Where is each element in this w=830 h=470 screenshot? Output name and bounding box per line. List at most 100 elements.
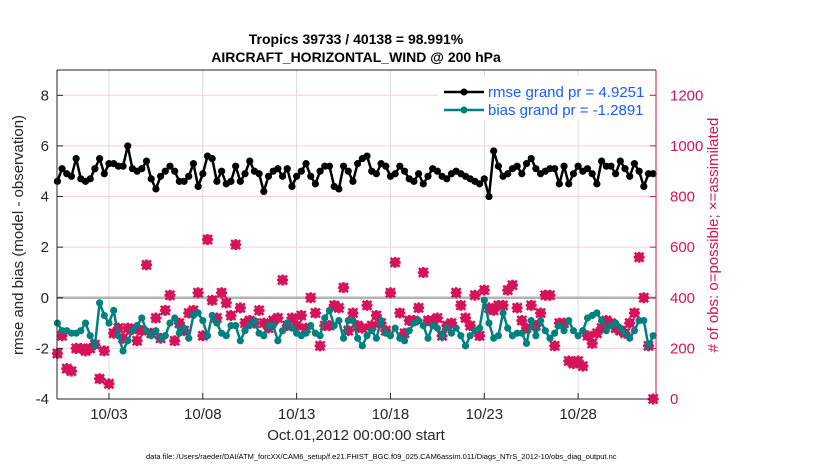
bias-point bbox=[349, 316, 357, 325]
bias-point bbox=[222, 332, 230, 340]
rmse-point bbox=[208, 154, 216, 163]
obs-assimilated-point bbox=[600, 315, 612, 327]
bias-point bbox=[194, 309, 202, 317]
obs-assimilated-point bbox=[267, 315, 279, 327]
rmse-point bbox=[588, 170, 596, 178]
obs-assimilated-point bbox=[586, 337, 598, 349]
obs-assimilated-point bbox=[230, 239, 242, 251]
bias-point bbox=[565, 316, 573, 325]
obs-assimilated-point bbox=[159, 304, 171, 316]
bias-point bbox=[147, 332, 155, 340]
bias-point bbox=[171, 314, 179, 322]
rmse-point bbox=[189, 160, 198, 168]
obs-assimilated-point bbox=[197, 330, 209, 342]
bias-point bbox=[386, 332, 395, 340]
obs-assimilated-point bbox=[633, 251, 645, 263]
y-axis-label: rmse and bias (model - observation) bbox=[10, 115, 27, 355]
bias-point bbox=[616, 324, 624, 332]
bias-point bbox=[81, 319, 90, 327]
legend-rmse-marker bbox=[460, 88, 468, 96]
bias-point bbox=[269, 322, 277, 330]
bias-point bbox=[579, 327, 587, 335]
bias-point bbox=[142, 327, 151, 335]
obs-assimilated-point bbox=[370, 309, 382, 321]
obs-assimilated-point bbox=[469, 289, 481, 301]
rmse-point bbox=[527, 154, 535, 163]
bias-point bbox=[105, 319, 113, 327]
obs-assimilated-point bbox=[108, 327, 120, 339]
rmse-point bbox=[171, 167, 179, 175]
bias-point bbox=[377, 316, 385, 325]
legend: rmse grand pr = 4.9251 bias grand pr = -… bbox=[438, 76, 650, 120]
obs-assimilated-point bbox=[591, 327, 603, 339]
bias-point bbox=[457, 332, 465, 340]
bias-point bbox=[461, 342, 470, 350]
rmse-point bbox=[278, 172, 287, 180]
obs-assimilated-point bbox=[328, 299, 340, 311]
obs-assimilated-point bbox=[347, 307, 359, 319]
ticks: 10/03 10/08 10/13 10/18 10/23 10/28-4-2024680… bbox=[36, 87, 704, 423]
rmse-point bbox=[264, 172, 273, 180]
obs-assimilated-point bbox=[314, 340, 326, 352]
obs-assimilated-point bbox=[356, 322, 368, 334]
bias-point bbox=[91, 342, 99, 350]
rmse-point bbox=[142, 157, 151, 165]
chart-title-line1: Tropics 39733 / 40138 = 98.991% bbox=[249, 31, 464, 47]
obs-assimilated-point bbox=[450, 287, 462, 299]
bias-point bbox=[185, 334, 193, 342]
bias-point bbox=[485, 319, 493, 327]
bias-point bbox=[138, 314, 146, 322]
bias-point bbox=[199, 316, 207, 325]
legend-bias-label: bias grand pr = -1.2891 bbox=[488, 102, 644, 119]
obs-assimilated-point bbox=[286, 312, 298, 324]
bias-point bbox=[480, 296, 488, 304]
obs-assimilated-point bbox=[244, 315, 256, 327]
obs-assimilated-point bbox=[389, 256, 401, 268]
rmse-point bbox=[227, 177, 235, 185]
obs-assimilated-point bbox=[291, 320, 303, 332]
rmse-point bbox=[180, 177, 188, 185]
rmse-point bbox=[95, 154, 104, 163]
bias-point bbox=[372, 334, 380, 342]
obs-assimilated-point bbox=[567, 358, 579, 370]
bias-point bbox=[307, 322, 315, 330]
rmse-point bbox=[213, 177, 221, 185]
rmse-point bbox=[583, 165, 592, 173]
obs-assimilated-point bbox=[192, 287, 204, 299]
obs-assimilated-point bbox=[234, 302, 246, 314]
rmse-point bbox=[86, 175, 94, 183]
bias-point bbox=[630, 327, 639, 335]
obs-assimilated-point bbox=[94, 373, 106, 385]
obs-assimilated-point bbox=[202, 234, 214, 246]
obs-assimilated-point bbox=[117, 332, 129, 344]
obs-assimilated-point bbox=[445, 317, 457, 329]
obs-assimilated-point bbox=[173, 317, 185, 329]
obs-assimilated-point bbox=[272, 312, 284, 324]
obs-assimilated-point bbox=[399, 327, 411, 339]
rmse-point bbox=[260, 187, 268, 196]
rmse-point bbox=[194, 182, 202, 191]
bias-point bbox=[250, 316, 259, 325]
rmse-point bbox=[100, 170, 108, 178]
bias-point bbox=[77, 327, 85, 335]
y-tick-label: 8 bbox=[41, 87, 49, 104]
obs-assimilated-point bbox=[460, 312, 472, 324]
rmse-point bbox=[152, 185, 160, 193]
rmse-point bbox=[274, 165, 282, 173]
bias-point bbox=[640, 316, 648, 325]
rmse-point bbox=[504, 170, 512, 178]
bias-point bbox=[213, 319, 221, 327]
obs-assimilated-point bbox=[211, 312, 223, 324]
rmse-point bbox=[119, 162, 127, 170]
obs-assimilated-point bbox=[577, 360, 589, 372]
bias-point bbox=[541, 327, 549, 335]
bias-point bbox=[133, 322, 141, 330]
bias-point bbox=[626, 334, 634, 342]
bias-point bbox=[321, 314, 329, 322]
bias-point bbox=[175, 329, 183, 337]
bias-point bbox=[593, 309, 601, 317]
rmse-point bbox=[640, 182, 648, 191]
rmse-point bbox=[67, 172, 76, 180]
rmse-point bbox=[635, 167, 643, 175]
rmse-point bbox=[339, 162, 348, 170]
